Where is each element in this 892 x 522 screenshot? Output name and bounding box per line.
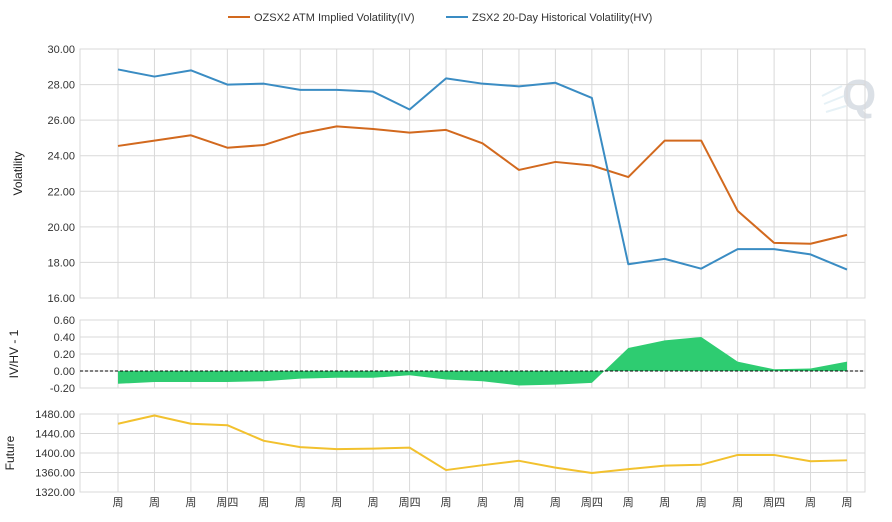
y-tick-label: 1440.00 [35,429,75,441]
y-tick-label: 26.00 [47,115,75,127]
x-tick-label: 周 [550,496,561,509]
panel-1: 0.60 0.40 0.20 0.00 -0.20 IV/HV - 1 [7,315,865,395]
x-tick-label: 周 [842,496,853,509]
x-tick-label: 周 [295,496,306,509]
y-tick-label: 28.00 [47,80,75,92]
x-tick-label: 周 [732,496,743,509]
x-axis: 周 周 周 周四 周 周 周 周 周四 周 周 周 周 周四 周 周 周 周 周四 周 周 [113,496,853,509]
y-tick-label: 1360.00 [35,468,75,480]
y-tick-label: 22.00 [47,186,75,198]
x-tick-label: 周四 [763,496,785,509]
panel-0: 30.00 28.00 26.00 24.00 22.00 20.00 18.00 16.00… [11,44,865,305]
x-tick-label: 周四 [399,496,421,509]
q-logo-watermark: Q [822,71,876,120]
y-tick-label: 18.00 [47,257,75,269]
y-tick-label: 0.40 [54,332,75,344]
x-tick-label: 周 [477,496,488,509]
x-tick-label: 周四 [216,496,238,509]
y-tick-label: 1320.00 [35,487,75,499]
x-tick-label: 周 [513,496,524,509]
x-tick-label: 周 [258,496,269,509]
chart-panels: 30.00 28.00 26.00 24.00 22.00 20.00 18.00 16.00… [3,44,865,499]
x-tick-label: 周 [331,496,342,509]
y-tick-label: 1480.00 [35,409,75,421]
legend: OZSX2 ATM Implied Volatility(IV) ZSX2 20… [228,12,652,24]
x-tick-label: 周 [368,496,379,509]
y-tick-label: 1400.00 [35,448,75,460]
x-tick-label: 周 [623,496,634,509]
y-tick-label: -0.20 [50,383,75,395]
y-tick-label: 0.00 [54,366,75,378]
y-tick-label: 0.20 [54,349,75,361]
y-tick-label: 0.60 [54,315,75,327]
x-tick-label: 周 [659,496,670,509]
y-tick-label: 16.00 [47,293,75,305]
x-tick-label: 周 [113,496,124,509]
legend-label-hv: ZSX2 20-Day Historical Volatility(HV) [472,12,652,24]
y-axis-label: Volatility [11,151,25,195]
y-tick-label: 30.00 [47,44,75,56]
x-tick-label: 周四 [581,496,603,509]
y-axis-label: Future [3,435,17,470]
x-tick-label: 周 [185,496,196,509]
x-tick-label: 周 [805,496,816,509]
x-tick-label: 周 [696,496,707,509]
y-axis-label: IV/HV - 1 [7,329,21,378]
x-tick-label: 周 [441,496,452,509]
y-tick-label: 20.00 [47,222,75,234]
plot-frame [80,49,865,298]
y-tick-label: 24.00 [47,151,75,163]
legend-label-iv: OZSX2 ATM Implied Volatility(IV) [254,12,415,24]
x-tick-label: 周 [149,496,160,509]
panel-2: 1480.00 1440.00 1400.00 1360.00 1320.00 Futur… [3,409,865,499]
